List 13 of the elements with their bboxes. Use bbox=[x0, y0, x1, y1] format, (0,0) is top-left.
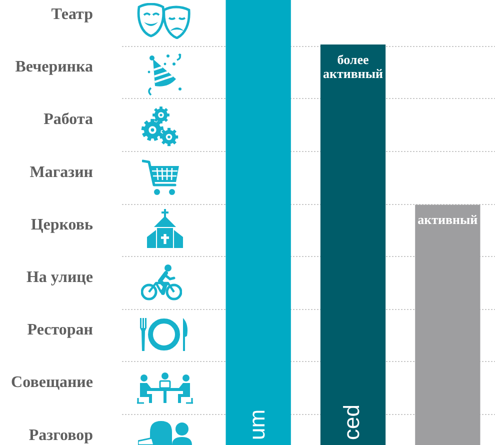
text: Магазин bbox=[30, 164, 93, 181]
text: Совещание bbox=[11, 374, 93, 392]
series-label: более активный bbox=[322, 52, 384, 81]
x-tick-label: ced bbox=[339, 404, 364, 440]
text: На улице bbox=[26, 269, 93, 286]
text: Разговор bbox=[28, 426, 94, 444]
series-label: активный bbox=[418, 212, 478, 228]
text: Вечеринка bbox=[15, 58, 93, 76]
text: Театр bbox=[51, 6, 94, 24]
x-tick-label: um bbox=[244, 409, 270, 440]
text: Церковь bbox=[30, 216, 94, 234]
text: Работа bbox=[44, 111, 93, 128]
text: Ресторан bbox=[27, 322, 93, 339]
